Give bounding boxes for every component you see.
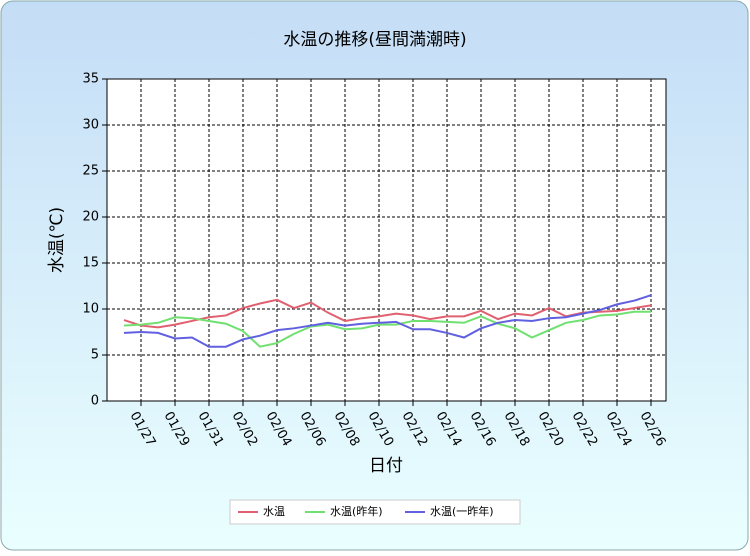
legend	[229, 499, 521, 525]
y-tick-label: 35	[82, 72, 99, 87]
y-tick-label: 0	[91, 394, 99, 409]
y-tick-label: 15	[82, 256, 99, 271]
x-axis-title: 日付	[369, 456, 403, 476]
legend-label: 水温(昨年)	[330, 504, 383, 518]
series-line	[123, 298, 652, 329]
y-tick-label: 20	[82, 210, 99, 225]
legend-label: 水温	[263, 505, 285, 518]
plot-area	[106, 78, 667, 402]
y-tick-label: 30	[82, 118, 99, 133]
y-axis-title: 水温(℃)	[47, 207, 67, 273]
series-line	[123, 294, 652, 348]
y-tick-label: 10	[82, 302, 99, 317]
chart-title: 水温の推移(昼間満潮時)	[283, 30, 466, 50]
series-line	[123, 310, 651, 348]
y-tick-label: 25	[82, 164, 99, 179]
legend-label: 水温(一昨年)	[430, 504, 494, 518]
y-tick-label: 5	[91, 348, 99, 363]
